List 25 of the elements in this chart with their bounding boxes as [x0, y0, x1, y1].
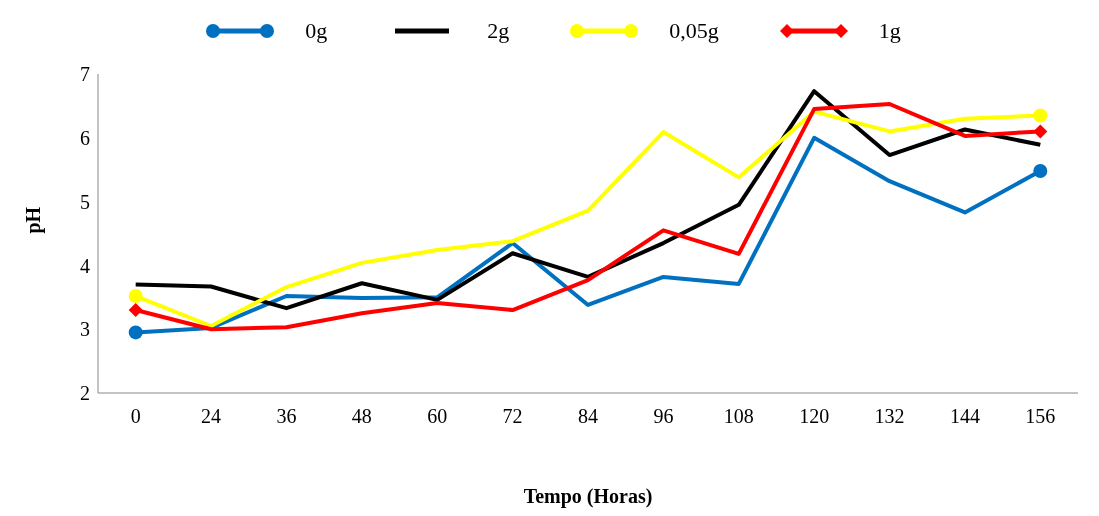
x-tick-label: 24 [201, 405, 222, 428]
x-tick-label: 48 [351, 405, 372, 428]
x-tick-label: 108 [723, 405, 754, 428]
x-tick-label: 84 [578, 405, 598, 428]
y-tick-label: 6 [80, 126, 90, 149]
x-tick-label: 144 [949, 405, 980, 428]
x-tick-label: 0 [130, 405, 141, 428]
x-tick-label: 36 [276, 405, 297, 428]
x-tick-label: 132 [874, 405, 905, 428]
x-tick-label: 120 [799, 405, 830, 428]
x-tick-label: 156 [1025, 405, 1056, 428]
legend-label: 2g [487, 18, 510, 44]
y-tick-label: 3 [80, 318, 90, 341]
y-tick-label: 5 [80, 190, 90, 213]
x-axis-title: Tempo (Horas) [523, 485, 653, 508]
legend-label: 0,05g [669, 18, 719, 44]
x-tick-label: 60 [427, 405, 448, 428]
y-axis-title: pH [22, 206, 46, 234]
y-tick-label: 7 [80, 63, 90, 86]
y-tick-label: 4 [80, 254, 90, 277]
legend-label: 0g [305, 18, 328, 44]
x-tick-label: 72 [502, 405, 523, 428]
legend-label: 1g [878, 18, 901, 44]
y-tick-label: 2 [80, 382, 90, 405]
x-tick-label: 96 [653, 405, 674, 428]
